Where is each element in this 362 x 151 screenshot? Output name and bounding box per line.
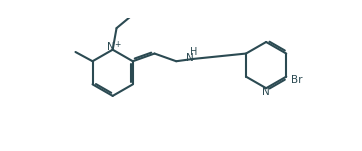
Text: N: N <box>185 53 193 63</box>
Text: N: N <box>262 87 270 97</box>
Text: H: H <box>190 47 198 57</box>
Text: +: + <box>114 40 121 49</box>
Text: N: N <box>107 42 115 52</box>
Text: Br: Br <box>291 75 303 85</box>
